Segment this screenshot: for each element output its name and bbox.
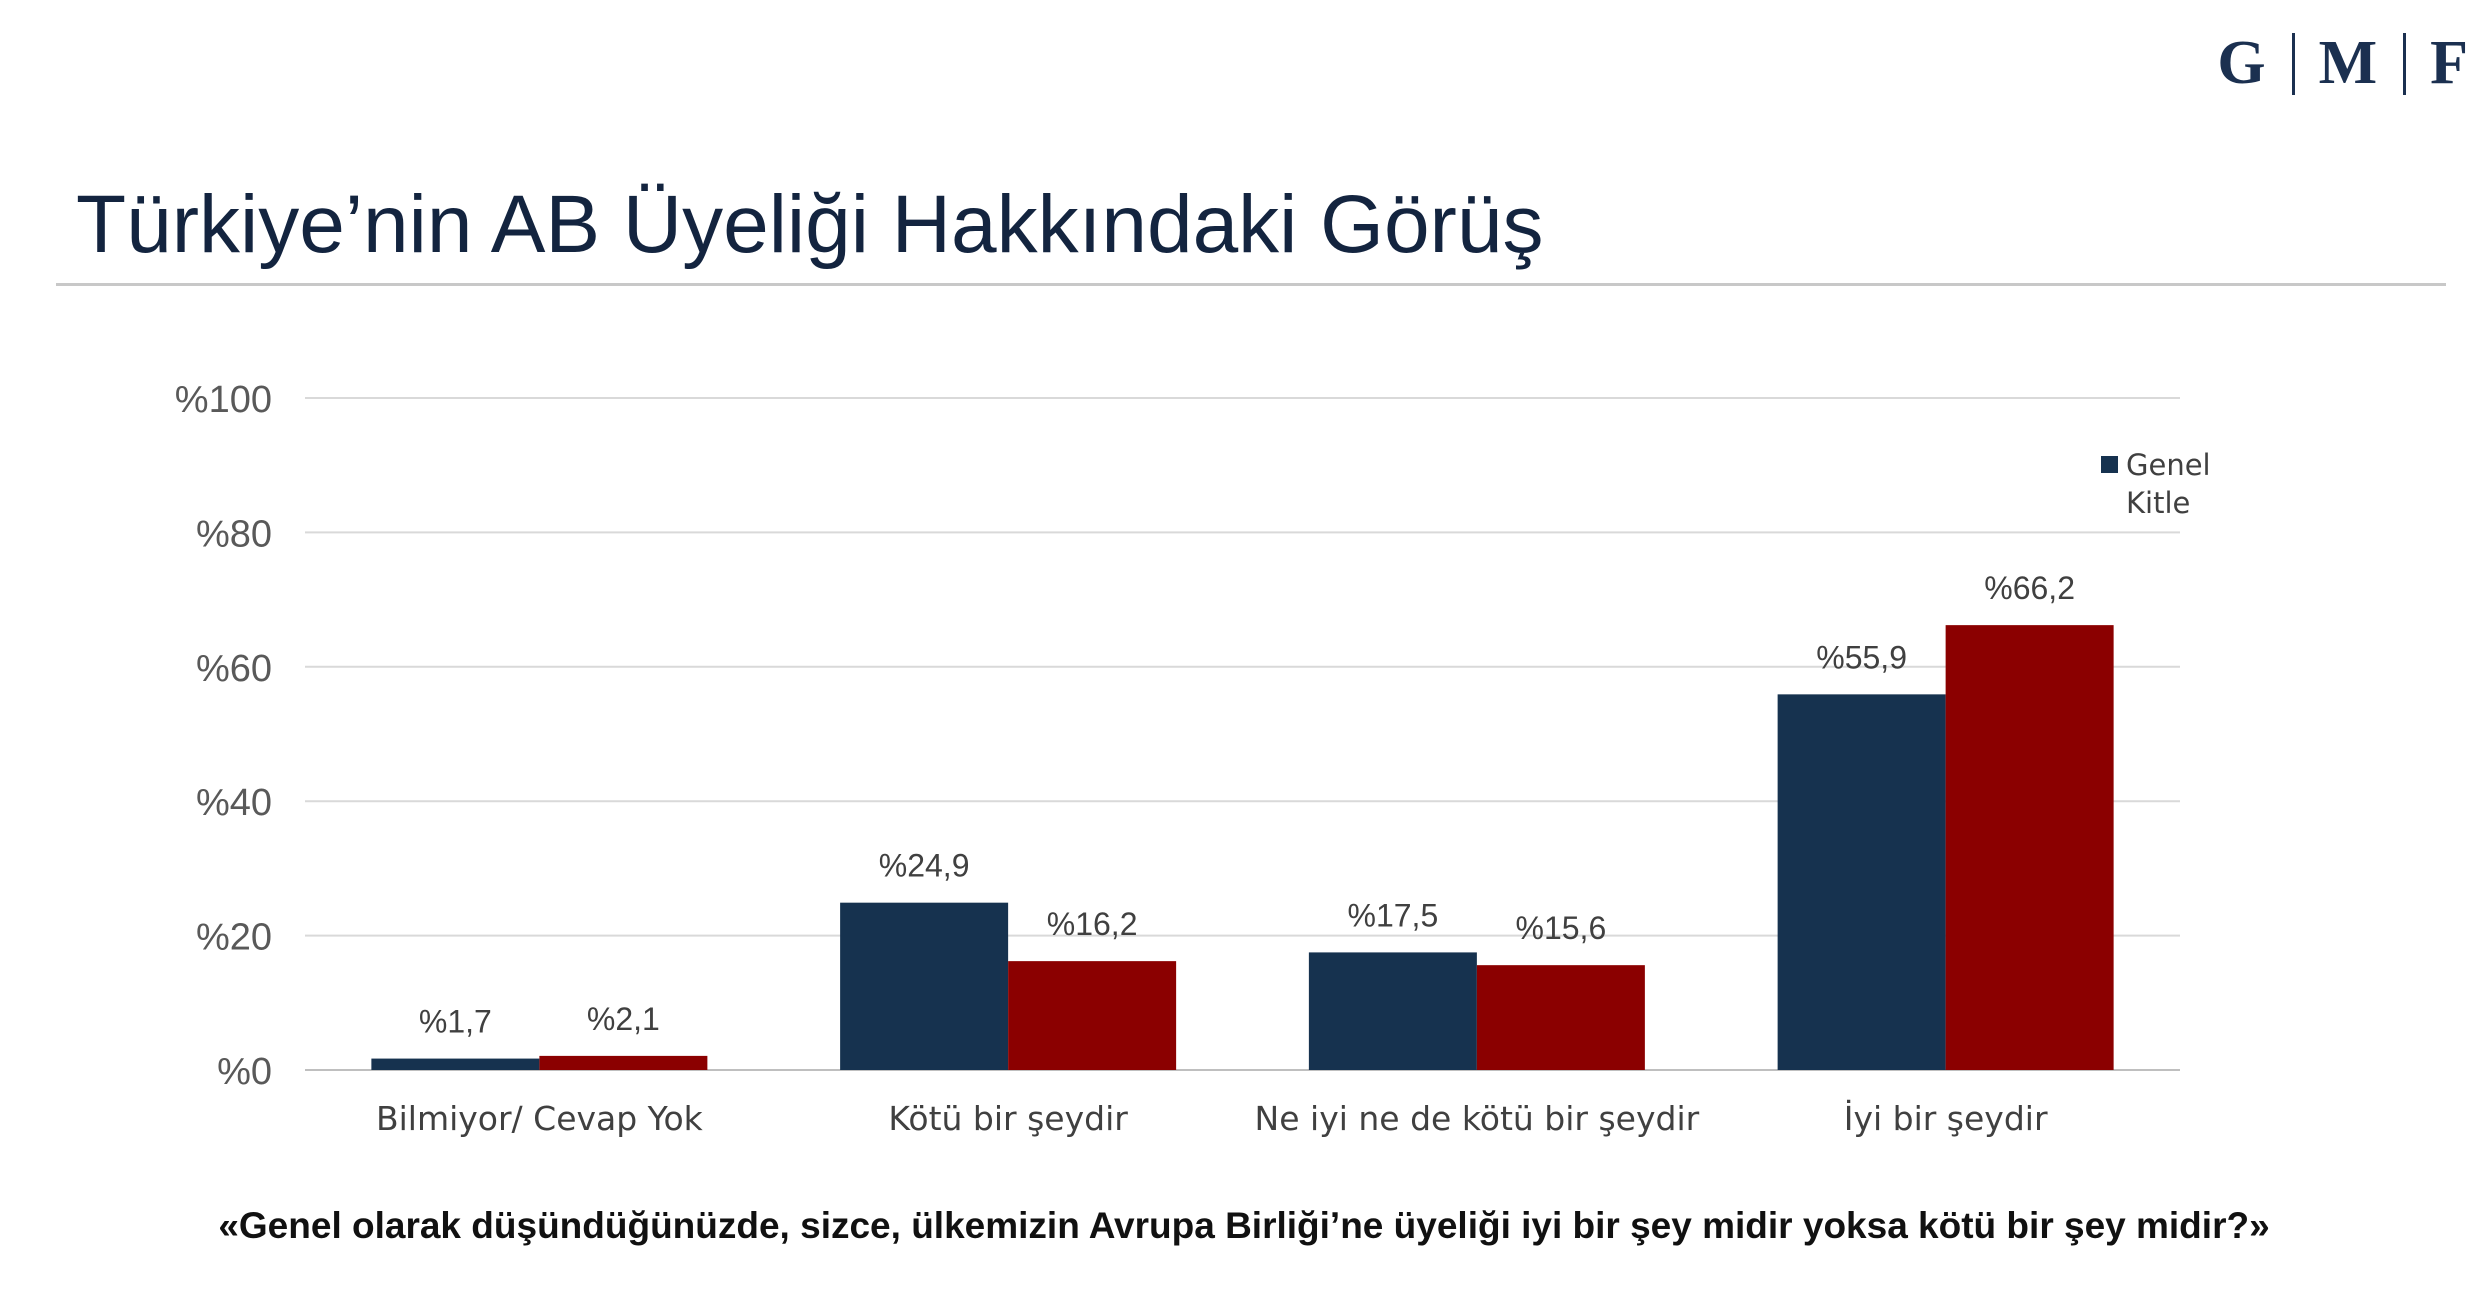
y-tick-label: %80: [196, 513, 272, 555]
logo-separator: [2291, 32, 2295, 95]
survey-question: «Genel olarak düşündüğünüzde, sizce, ülk…: [218, 1205, 2270, 1246]
legend-label: Genel: [2126, 448, 2211, 482]
y-tick-label: %60: [196, 648, 272, 690]
bar: [1777, 694, 1946, 1070]
logo-letter-g: G: [2217, 29, 2268, 97]
page-title: Türkiye’nin AB Üyeliği Hakkındaki Görüş: [76, 179, 1544, 270]
x-category-label: İyi bir şeydir: [1844, 1099, 2048, 1138]
y-tick-label: %100: [175, 379, 272, 421]
x-category-label: Kötü bir şeydir: [888, 1099, 1128, 1138]
x-category-label: Bilmiyor/ Cevap Yok: [376, 1099, 704, 1138]
gmf-logo: G M F: [2217, 28, 2470, 99]
data-label: %16,2: [1047, 906, 1138, 942]
data-label: %2,1: [587, 1001, 660, 1037]
data-labels: %1,7 %2,1 %24,9 %16,2 %17,5 %15,6 %55,9 %66,2: [419, 570, 2075, 1039]
legend: Genel Kitle: [2101, 448, 2211, 520]
bar: [1308, 952, 1477, 1070]
bar: [1945, 625, 2114, 1070]
bar: [539, 1055, 708, 1070]
legend-swatch: [2101, 456, 2118, 473]
title-divider: [56, 283, 2446, 286]
y-tick-label: %20: [196, 917, 272, 959]
bar: [840, 902, 1009, 1070]
legend-label: Kitle: [2126, 486, 2190, 520]
x-category-label: Ne iyi ne de kötü bir şeydir: [1255, 1099, 1700, 1138]
logo-letter-f: F: [2430, 29, 2470, 97]
data-label: %55,9: [1816, 639, 1907, 675]
bar-chart: %0 %20 %40 %60 %80 %100 %1,7 %2,1 %24,9 %16,2 %17…: [175, 379, 2211, 1138]
data-label: %24,9: [879, 848, 970, 884]
data-label: %66,2: [1984, 570, 2075, 606]
y-tick-label: %40: [196, 782, 272, 824]
y-axis: %0 %20 %40 %60 %80 %100: [175, 379, 272, 1093]
data-label: %15,6: [1516, 910, 1607, 946]
logo-separator: [2403, 32, 2407, 95]
bars: [371, 625, 2114, 1070]
bar: [1476, 965, 1645, 1070]
data-label: %17,5: [1348, 897, 1439, 933]
bar: [1008, 961, 1177, 1070]
logo-letter-m: M: [2318, 29, 2380, 97]
y-tick-label: %0: [217, 1051, 272, 1093]
bar: [371, 1058, 540, 1070]
x-axis: Bilmiyor/ Cevap Yok Kötü bir şeydir Ne iyi…: [376, 1099, 2048, 1138]
data-label: %1,7: [419, 1004, 492, 1040]
